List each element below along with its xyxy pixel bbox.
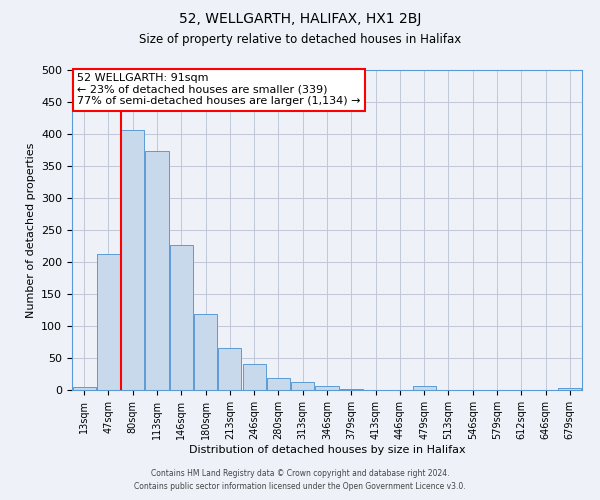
Y-axis label: Number of detached properties: Number of detached properties <box>26 142 35 318</box>
Bar <box>316 386 338 390</box>
Bar <box>170 246 193 390</box>
Text: 52 WELLGARTH: 91sqm
← 23% of detached houses are smaller (339)
77% of semi-detac: 52 WELLGARTH: 91sqm ← 23% of detached ho… <box>77 73 361 106</box>
Bar <box>121 130 144 390</box>
Bar <box>218 348 241 390</box>
Bar <box>97 254 120 390</box>
Bar <box>413 386 436 390</box>
Text: Contains public sector information licensed under the Open Government Licence v3: Contains public sector information licen… <box>134 482 466 491</box>
Bar <box>267 378 290 390</box>
Bar <box>145 152 169 390</box>
Bar <box>340 388 363 390</box>
Bar <box>73 388 95 390</box>
Bar <box>559 388 581 390</box>
Text: 52, WELLGARTH, HALIFAX, HX1 2BJ: 52, WELLGARTH, HALIFAX, HX1 2BJ <box>179 12 421 26</box>
Bar <box>194 314 217 390</box>
Text: Size of property relative to detached houses in Halifax: Size of property relative to detached ho… <box>139 32 461 46</box>
Bar <box>291 382 314 390</box>
X-axis label: Distribution of detached houses by size in Halifax: Distribution of detached houses by size … <box>188 444 466 454</box>
Text: Contains HM Land Registry data © Crown copyright and database right 2024.: Contains HM Land Registry data © Crown c… <box>151 468 449 477</box>
Bar <box>242 364 266 390</box>
